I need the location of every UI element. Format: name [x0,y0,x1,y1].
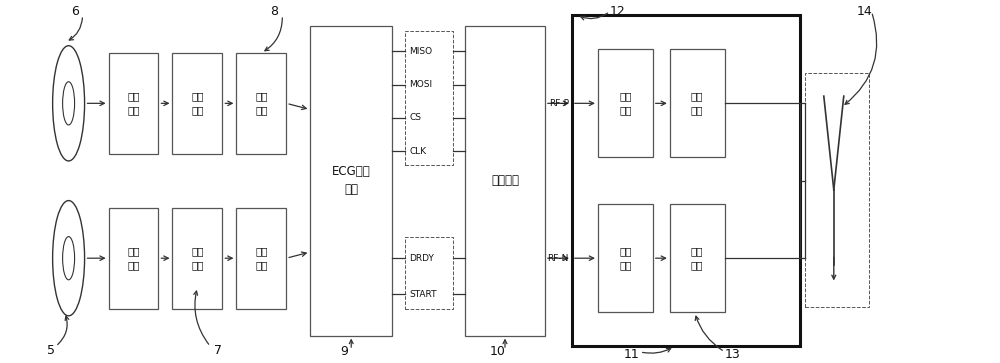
Bar [172,53,222,154]
Text: MOSI: MOSI [409,80,432,89]
Text: CLK: CLK [409,147,426,156]
Text: 输入
保护: 输入 保护 [127,91,140,115]
Text: 5: 5 [47,343,55,356]
Text: 10: 10 [490,345,506,358]
Text: 12: 12 [610,5,626,18]
Text: 微控制器: 微控制器 [491,174,519,187]
Text: 输入
保护: 输入 保护 [127,246,140,270]
Text: ECG模拟
前端: ECG模拟 前端 [332,165,371,196]
Bar [405,31,453,164]
Text: 6: 6 [71,5,79,18]
Text: RF-P: RF-P [549,99,569,108]
Text: CS: CS [409,113,421,122]
Text: 8: 8 [270,5,278,18]
Text: 11: 11 [624,348,640,361]
Bar [236,208,286,309]
Bar [572,15,800,346]
Bar [805,73,869,307]
Bar [598,204,653,312]
Bar [598,49,653,157]
Bar [109,53,158,154]
Circle shape [53,201,85,316]
Bar [465,26,545,336]
Bar [172,208,222,309]
Text: START: START [409,290,437,299]
Text: 14: 14 [857,5,872,18]
Circle shape [63,82,75,125]
Text: 低通
滤波: 低通 滤波 [191,246,204,270]
Bar [670,204,725,312]
Text: 9: 9 [340,345,348,358]
Text: DRDY: DRDY [409,254,434,263]
Circle shape [63,237,75,280]
Text: 仪表
放大: 仪表 放大 [255,91,268,115]
Circle shape [53,46,85,161]
Text: 低通
滤波: 低通 滤波 [191,91,204,115]
Text: 阻抗
匹配: 阻抗 匹配 [691,91,703,115]
Text: 13: 13 [725,348,741,361]
Bar [405,237,453,309]
Bar [236,53,286,154]
Text: 7: 7 [214,343,222,356]
Text: 阻抗
匹配: 阻抗 匹配 [691,246,703,270]
Text: 仪表
放大: 仪表 放大 [255,246,268,270]
Text: RF-N: RF-N [548,254,569,263]
Bar [670,49,725,157]
Text: MISO: MISO [409,47,432,56]
Bar [109,208,158,309]
Text: 带通
滤波: 带通 滤波 [619,91,632,115]
Bar [310,26,392,336]
Text: 带通
滤波: 带通 滤波 [619,246,632,270]
